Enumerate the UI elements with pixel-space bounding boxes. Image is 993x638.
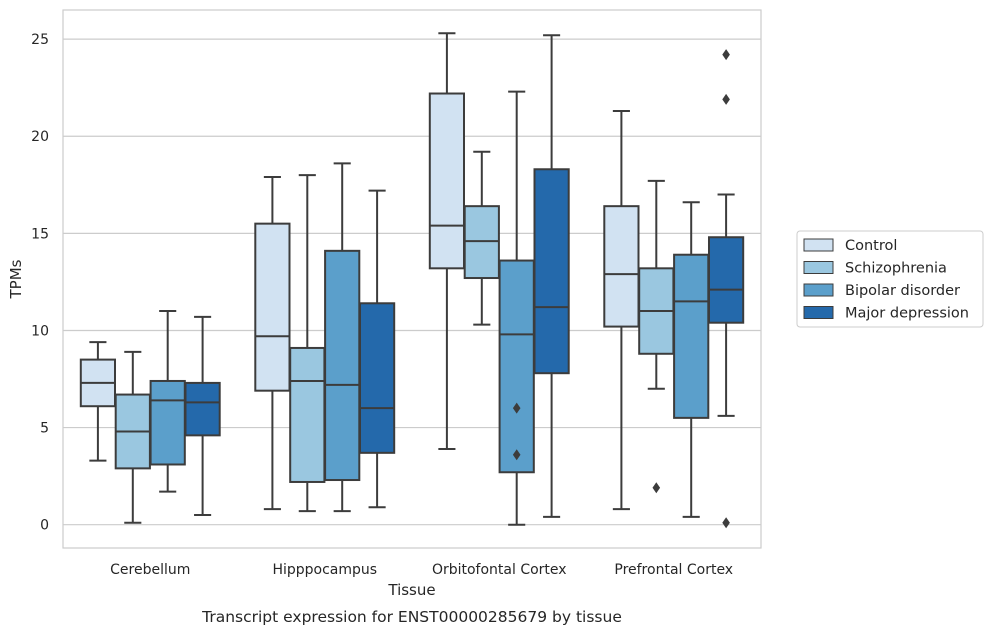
box-1-1: [289, 174, 326, 513]
legend-swatch: [803, 261, 834, 274]
box-body: [533, 168, 570, 375]
box-0-2: [149, 310, 186, 493]
box-2-0: [428, 32, 466, 450]
legend-label: Control: [845, 238, 897, 254]
box-1-0: [254, 176, 291, 511]
outlier-point: [722, 49, 730, 61]
y-tick-label: 20: [31, 129, 49, 145]
y-tick-label: 25: [31, 32, 49, 48]
box-body: [149, 379, 186, 466]
outlier-point: [512, 402, 521, 414]
legend-swatch: [803, 306, 834, 319]
box-0-1: [114, 350, 151, 524]
y-axis-label: TPMs: [7, 259, 25, 299]
x-tick-label: Orbitofontal Cortex: [432, 562, 567, 578]
box-1-3: [358, 189, 396, 509]
legend-item: Bipolar disorder: [803, 283, 960, 299]
legend-swatch: [803, 283, 834, 297]
outlier-point: [512, 449, 521, 461]
x-tick-label: Cerebellum: [110, 562, 190, 578]
x-axis-ticks: Cerebellum Hipppocampus Orbitofontal Corte…: [110, 562, 733, 578]
x-tick-label: Prefrontal Cortex: [614, 562, 733, 578]
box-0-3: [184, 315, 221, 516]
boxes: [79, 32, 745, 529]
legend-item: Schizophrenia: [803, 261, 947, 277]
box-body: [324, 249, 361, 482]
box-0-0: [79, 341, 117, 462]
legend-label: Major depression: [845, 306, 969, 322]
box-body: [428, 92, 466, 270]
x-axis-label: Tissue: [387, 581, 435, 599]
y-tick-label: 15: [31, 226, 49, 242]
box-body: [254, 222, 291, 392]
x-tick-label: Hipppocampus: [272, 562, 377, 578]
box-2-1: [463, 150, 500, 326]
y-tick-label: 5: [40, 421, 49, 437]
box-body: [184, 381, 221, 437]
legend-label: Bipolar disorder: [845, 283, 960, 299]
legend-frame: [796, 230, 984, 328]
legend-item: Control: [803, 238, 897, 254]
box-body: [707, 236, 745, 324]
legend: Control Schizophrenia Bipolar disorder Majo…: [796, 230, 984, 328]
legend-label: Schizophrenia: [845, 261, 947, 277]
y-axis-ticks: 0 5 10 15 20 25: [31, 32, 49, 534]
box-3-1: [638, 179, 675, 494]
y-tick-label: 10: [31, 323, 49, 339]
outlier-point: [652, 482, 661, 494]
outlier-point: [722, 517, 730, 529]
chart-caption: Transcript expression for ENST0000028567…: [201, 608, 622, 626]
box-2-3: [533, 34, 570, 518]
box-body: [498, 259, 535, 474]
box-body: [358, 302, 396, 454]
box-body: [673, 253, 710, 419]
y-tick-label: 0: [40, 518, 49, 534]
plot-area: [62, 9, 762, 549]
box-body: [603, 205, 640, 328]
outlier-point: [722, 93, 730, 105]
box-3-3: [707, 49, 745, 529]
box-2-2: [498, 90, 535, 526]
box-3-0: [603, 109, 640, 511]
legend-item: Major depression: [803, 306, 969, 322]
box-1-2: [324, 162, 361, 513]
box-body: [289, 346, 326, 483]
box-3-2: [673, 201, 710, 518]
legend-swatch: [803, 238, 834, 252]
